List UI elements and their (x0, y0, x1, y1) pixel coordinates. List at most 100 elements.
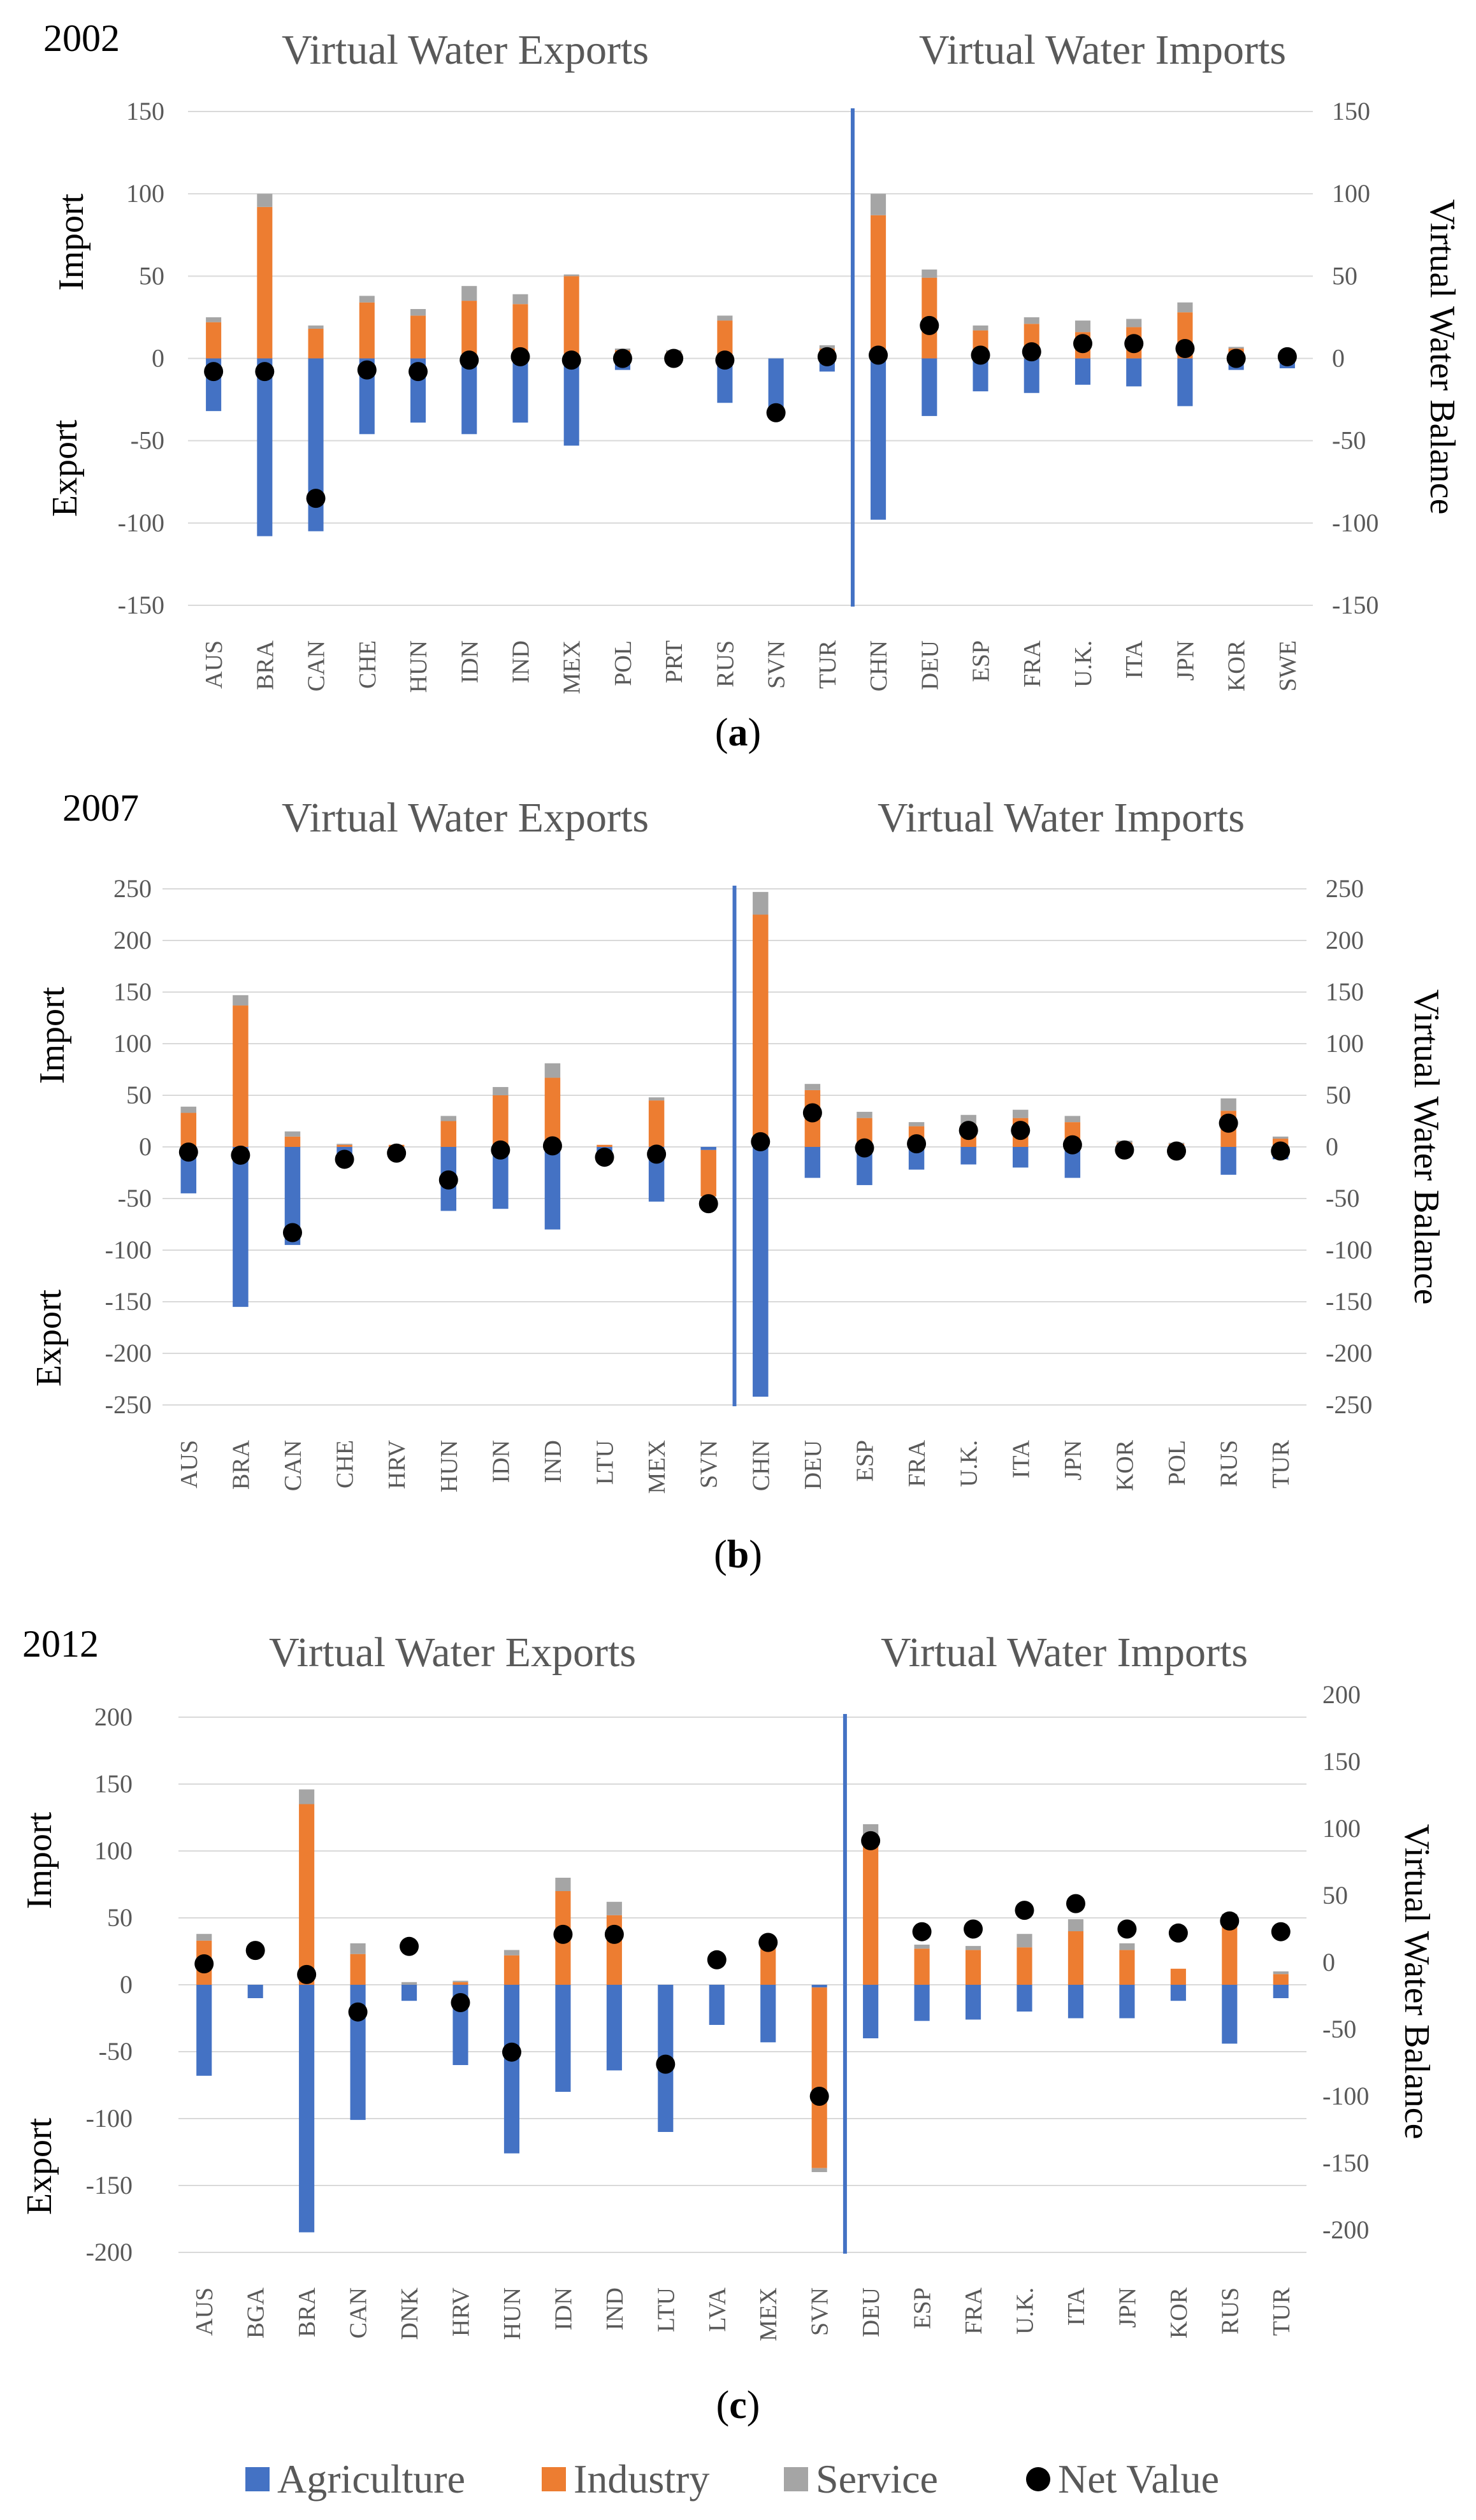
bar-service-hrv (452, 1981, 468, 1982)
bar-industry-idn (461, 301, 477, 358)
y2-tick-label: 0 (1326, 1132, 1338, 1161)
x-category-label: IDN (550, 2287, 577, 2331)
y-tick-label: -50 (99, 2037, 133, 2066)
bar-service-chn (871, 194, 886, 215)
bar-service-mex (649, 1097, 664, 1100)
bar-service-can (308, 326, 324, 329)
net-value-dot-can (349, 2003, 368, 2022)
x-category-label: LVA (704, 2287, 731, 2331)
y-tick-label: -50 (131, 426, 164, 455)
net-value-dot-tur (1271, 1141, 1290, 1160)
x-category-label: ESP (968, 640, 995, 682)
bar-service-hun (410, 309, 426, 315)
x-category-label: JPN (1172, 640, 1199, 680)
bar-service-deu (805, 1084, 820, 1090)
net-value-dot-chn (869, 345, 888, 364)
bar-industry-idn (493, 1095, 508, 1147)
bar-service-ita (1013, 1110, 1028, 1118)
bar-agriculture-ita (1126, 359, 1141, 387)
bar-industry-aus (206, 322, 221, 359)
bar-service-jpn (1177, 303, 1192, 313)
bar-service-mex (564, 275, 579, 277)
x-category-label: TUR (814, 640, 841, 689)
figure-svg: 150100500-50-100-150150100500-50-100-150… (0, 0, 1476, 2517)
net-value-dot-ita (1066, 1894, 1085, 1913)
net-value-dot-dnk (400, 1937, 419, 1956)
net-value-dot-lva (707, 1950, 727, 1969)
panel-label-close: ) (749, 1533, 762, 1576)
panel-year: 2007 (62, 787, 139, 829)
y2-tick-label: 150 (1332, 97, 1370, 126)
x-category-label: DNK (396, 2287, 423, 2340)
panel-label: (a) (715, 711, 761, 754)
imports-title: Virtual Water Imports (878, 795, 1245, 841)
panel-label-open: ( (716, 2384, 730, 2427)
net-value-dot-pol (613, 349, 632, 368)
bar-service-bra (257, 194, 272, 207)
bar-agriculture-ind (607, 1985, 622, 2070)
y-tick-label: 200 (113, 926, 152, 954)
bar-industry-svn (812, 1987, 827, 2168)
legend-label-industry: Industry (574, 2456, 709, 2502)
y2-axis-label: Virtual Water Balance (1422, 199, 1462, 515)
bar-agriculture-ind (545, 1147, 560, 1230)
net-value-dot-ind (510, 347, 530, 366)
net-value-dot-kor (1115, 1141, 1134, 1160)
bar-industry-svn (700, 1150, 716, 1197)
bar-agriculture-uk (1017, 1985, 1032, 2012)
net-value-dot-pol (1167, 1141, 1186, 1160)
bar-service-ind (545, 1063, 560, 1078)
bar-industry-fra (966, 1950, 981, 1985)
x-category-label: DEU (916, 640, 943, 690)
net-value-dot-jpn (1175, 339, 1194, 358)
x-category-label: AUS (201, 640, 228, 689)
bar-industry-kor (1171, 1969, 1186, 1985)
y2-tick-label: -200 (1322, 2215, 1369, 2244)
net-value-dot-che (358, 361, 377, 380)
bar-service-aus (196, 1934, 212, 1941)
net-value-dot-esp (913, 1922, 932, 1941)
net-value-dot-ita (1124, 334, 1143, 353)
x-category-label: SVN (807, 2287, 834, 2336)
bar-service-hun (504, 1950, 519, 1955)
bar-agriculture-tur (1273, 1985, 1289, 1998)
x-category-label: HUN (499, 2287, 526, 2340)
bar-agriculture-deu (805, 1147, 820, 1178)
bar-service-aus (206, 317, 221, 322)
bar-industry-chn (753, 915, 768, 1148)
figure: 150 100 50 0 -50 -100 -150 150 100 50 0 -50 -100 -150… (0, 0, 1476, 2517)
net-value-dot-esp (855, 1139, 874, 1158)
bar-service-tur (1273, 1137, 1288, 1139)
bar-agriculture-esp (915, 1985, 930, 2021)
bar-service-bra (233, 995, 248, 1005)
net-value-dot-can (307, 489, 326, 508)
bar-service-fra (1024, 317, 1039, 324)
imports-title: Virtual Water Imports (881, 1629, 1248, 1676)
x-category-label: AUS (191, 2287, 218, 2336)
y-tick-label: 0 (139, 1132, 152, 1161)
legend-swatch-service (784, 2467, 808, 2491)
y-axis-label-export: Export (45, 419, 85, 517)
bar-service-bra (299, 1789, 314, 1804)
y2-tick-label: 200 (1322, 1680, 1361, 1709)
y-tick-label: -200 (86, 2238, 133, 2266)
x-category-label: JPN (1114, 2287, 1141, 2328)
x-category-label: RUS (1217, 2287, 1243, 2335)
bar-industry-deu (863, 1838, 878, 1985)
bar-agriculture-mex (564, 359, 579, 446)
legend-swatch-net (1026, 2467, 1050, 2491)
y2-tick-label: -50 (1326, 1184, 1359, 1213)
x-category-label: DEU (858, 2287, 885, 2337)
net-value-dot-kor (1227, 349, 1246, 368)
net-value-dot-idn (553, 1925, 572, 1944)
bar-service-hun (441, 1116, 456, 1121)
y-tick-label: 150 (94, 1769, 133, 1798)
y2-tick-label: -200 (1326, 1339, 1372, 1367)
y2-tick-label: 0 (1332, 344, 1345, 373)
x-category-label: BRA (252, 640, 279, 690)
bar-industry-tur (1273, 1974, 1289, 1985)
x-category-label: SVN (763, 640, 790, 689)
x-category-label: SWE (1275, 640, 1301, 691)
y-tick-label: 0 (120, 1970, 133, 1999)
y2-tick-label: -50 (1322, 2015, 1356, 2043)
